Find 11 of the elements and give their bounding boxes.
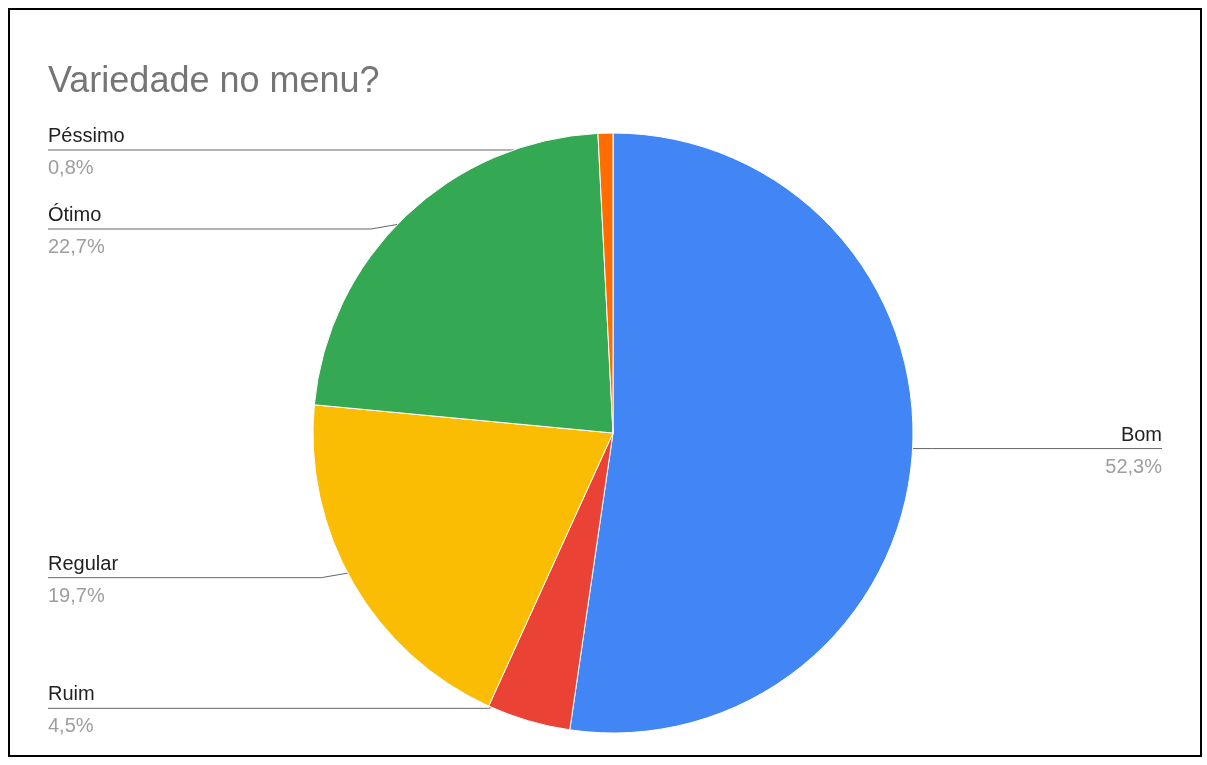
data-label: 0,8% [48, 156, 94, 178]
chart-title: Variedade no menu? [48, 59, 380, 100]
slice-label: Ruim [48, 682, 95, 705]
slice-label: Ótimo [48, 203, 102, 225]
slice-label: Bom [1120, 422, 1162, 445]
data-label: 4,5% [48, 714, 94, 737]
data-label: 19,7% [48, 583, 105, 606]
data-label: 22,7% [48, 235, 105, 257]
data-label: 52,3% [1105, 454, 1163, 477]
slice-label: Péssimo [48, 124, 125, 146]
slice-label: Regular [48, 551, 119, 574]
